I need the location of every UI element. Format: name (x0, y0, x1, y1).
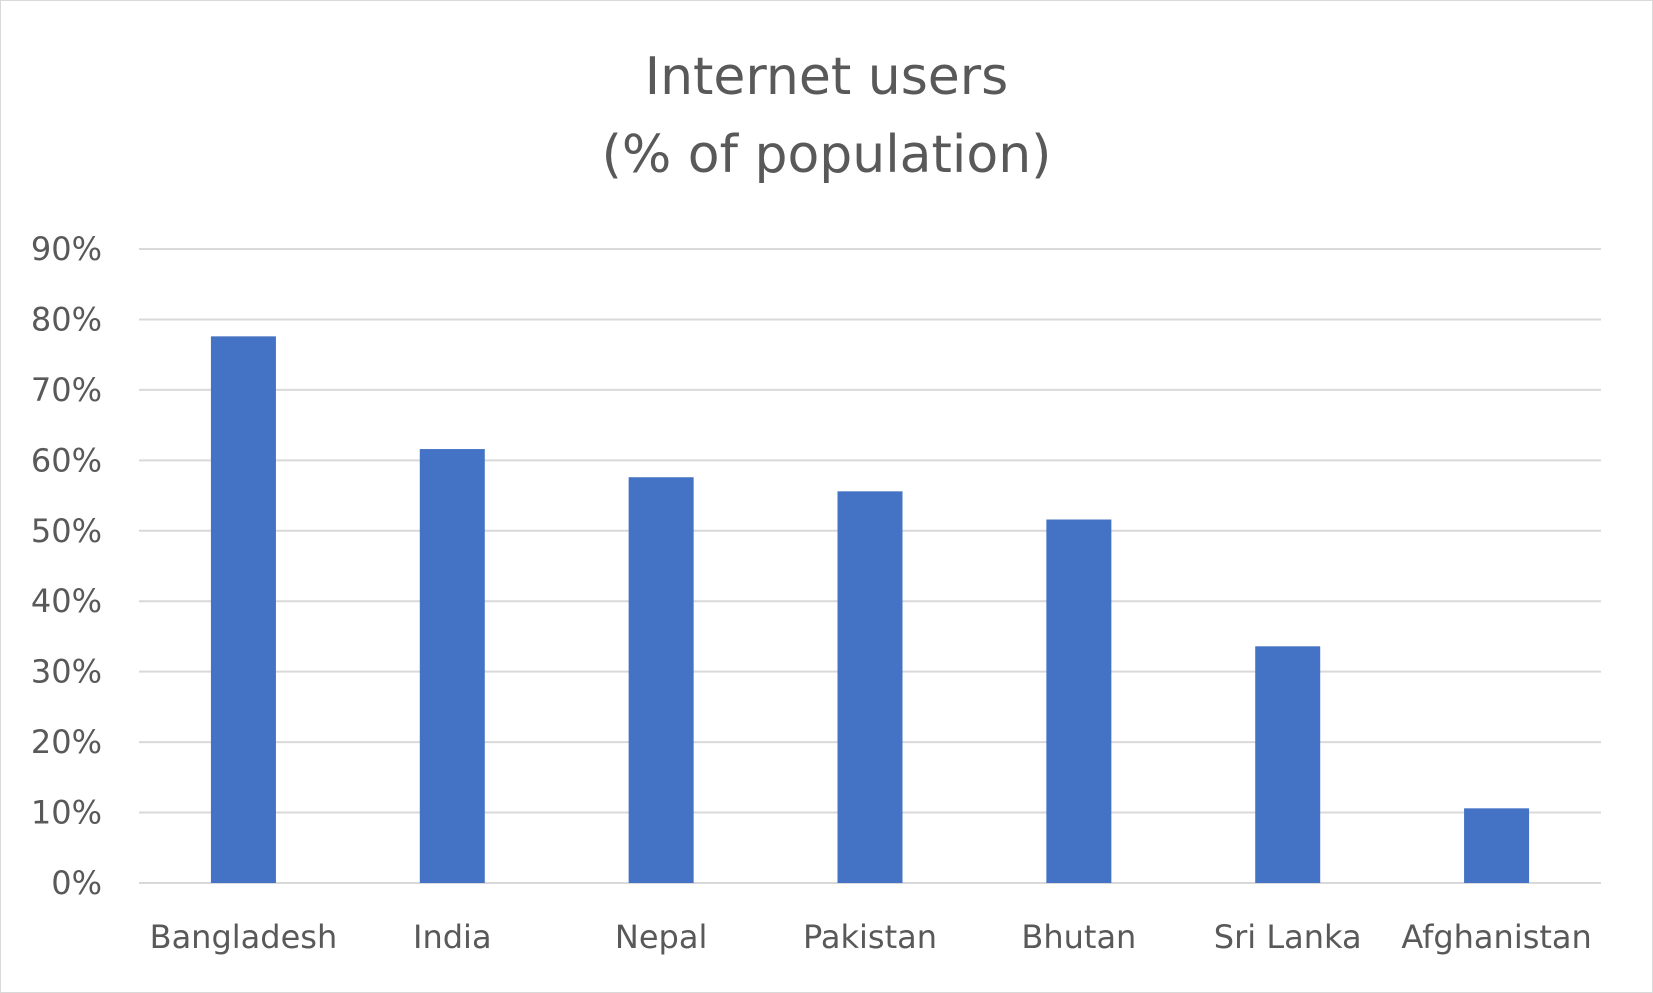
y-tick-label-8: 80% (31, 300, 102, 338)
y-tick-label-4: 40% (31, 582, 102, 620)
bar-bangladesh (210, 336, 276, 884)
x-tick-label-sri-lanka: Sri Lanka (1214, 918, 1362, 956)
y-tick-label-6: 60% (31, 441, 102, 479)
y-tick-label-9: 90% (31, 230, 102, 268)
bar-pakistan (837, 491, 903, 883)
chart-title-line-2: (% of population) (601, 125, 1052, 185)
y-tick-label-0: 0% (51, 864, 102, 902)
y-tick-label-1: 10% (31, 794, 102, 832)
chart-title: Internet users (% of population) (0, 38, 1653, 194)
y-axis-tick-labels: 0% 10% 20% 30% 40% 50% 60% 70% 80% 90% (31, 230, 102, 902)
y-tick-label-7: 70% (31, 371, 102, 409)
x-tick-label-bangladesh: Bangladesh (150, 918, 338, 956)
x-tick-label-nepal: Nepal (615, 918, 707, 956)
y-tick-label-5: 50% (31, 512, 102, 550)
bar-afghanistan (1464, 808, 1530, 883)
bar-sri-lanka (1255, 646, 1321, 883)
x-axis-tick-labels: Bangladesh India Nepal Pakistan Bhutan Sri La… (150, 918, 1592, 956)
x-tick-label-india: India (413, 918, 492, 956)
y-tick-label-2: 20% (31, 723, 102, 761)
bar-india (419, 449, 485, 883)
x-tick-label-pakistan: Pakistan (803, 918, 937, 956)
x-tick-label-afghanistan: Afghanistan (1401, 918, 1592, 956)
y-tick-label-3: 30% (31, 653, 102, 691)
bar-bhutan (1046, 519, 1112, 883)
bars (210, 336, 1530, 884)
chart-title-line-1: Internet users (644, 47, 1009, 107)
bar-nepal (628, 477, 694, 883)
x-tick-label-bhutan: Bhutan (1021, 918, 1136, 956)
